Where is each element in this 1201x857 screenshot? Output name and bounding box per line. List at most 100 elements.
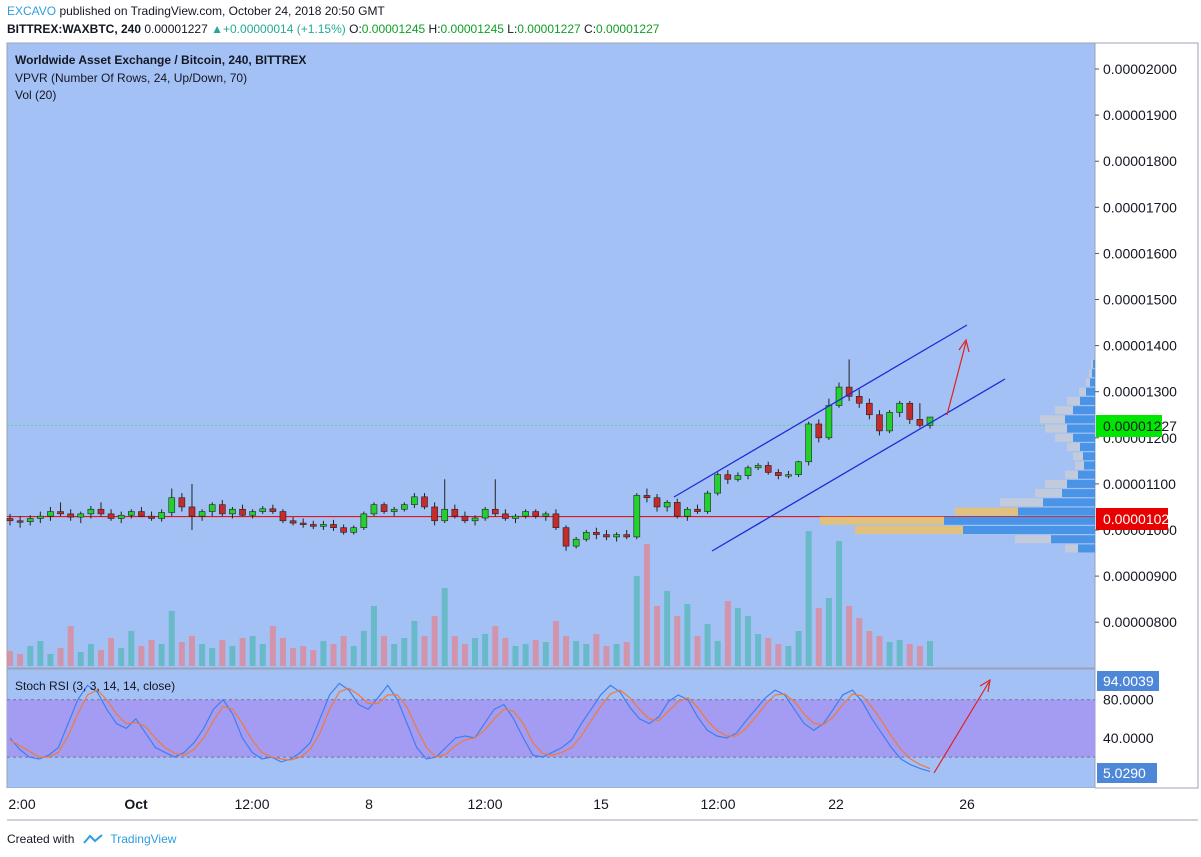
candle-body[interactable]: [320, 524, 327, 527]
candle-body[interactable]: [178, 497, 186, 508]
candle-body[interactable]: [451, 508, 459, 517]
candle-body[interactable]: [47, 511, 54, 517]
candle-body[interactable]: [279, 511, 287, 522]
candle-body[interactable]: [168, 497, 176, 513]
candle-body[interactable]: [67, 513, 74, 518]
candle-body[interactable]: [481, 508, 489, 519]
candle-body[interactable]: [229, 508, 236, 515]
rsi-projection-arrow[interactable]: [933, 678, 991, 774]
candle-body[interactable]: [269, 508, 277, 512]
candle-body[interactable]: [835, 386, 843, 406]
candle-body[interactable]: [572, 538, 580, 547]
candle-body[interactable]: [744, 467, 752, 476]
candle-body[interactable]: [421, 496, 428, 508]
candle-body[interactable]: [350, 527, 358, 533]
author-link[interactable]: EXCAVO: [7, 4, 57, 18]
candle-body[interactable]: [724, 474, 732, 480]
candle-body[interactable]: [805, 423, 812, 463]
candle-body[interactable]: [158, 512, 165, 519]
candle-body[interactable]: [309, 524, 317, 527]
candle-body[interactable]: [188, 506, 196, 517]
candle-body[interactable]: [512, 515, 519, 519]
tradingview-link[interactable]: TradingView: [110, 832, 177, 846]
candle-body[interactable]: [623, 534, 631, 538]
candle-body[interactable]: [633, 495, 641, 538]
candle-body[interactable]: [400, 504, 408, 510]
candle-body[interactable]: [471, 517, 479, 522]
candle-body[interactable]: [117, 514, 125, 519]
candle-body[interactable]: [138, 511, 145, 517]
candle-body[interactable]: [795, 461, 802, 475]
candle-body[interactable]: [593, 532, 600, 535]
candle-body[interactable]: [684, 508, 691, 517]
candle-body[interactable]: [764, 465, 772, 473]
candle-body[interactable]: [673, 502, 681, 517]
candle-body[interactable]: [714, 474, 721, 494]
candle-body[interactable]: [522, 511, 529, 517]
candle-body[interactable]: [411, 496, 418, 505]
candle-body[interactable]: [26, 518, 34, 523]
candle-body[interactable]: [37, 515, 44, 519]
candle-body[interactable]: [97, 508, 105, 515]
projection-arrow[interactable]: [946, 338, 970, 416]
candle-body[interactable]: [866, 402, 873, 416]
candle-body[interactable]: [502, 513, 509, 519]
candle-body[interactable]: [77, 513, 85, 518]
candle-body[interactable]: [249, 511, 256, 516]
candle-body[interactable]: [208, 504, 216, 512]
candle-body[interactable]: [542, 513, 550, 517]
candle-body[interactable]: [906, 402, 914, 420]
candle-body[interactable]: [663, 502, 671, 508]
candle-body[interactable]: [128, 511, 135, 516]
candle-body[interactable]: [340, 527, 347, 533]
candle-body[interactable]: [6, 518, 14, 522]
candle-body[interactable]: [16, 520, 24, 523]
candle-body[interactable]: [198, 511, 206, 517]
candle-body[interactable]: [370, 504, 378, 515]
candle-body[interactable]: [876, 414, 883, 432]
candle-body[interactable]: [775, 472, 782, 476]
candle-body[interactable]: [461, 515, 469, 522]
candle-body[interactable]: [643, 495, 651, 499]
candle-body[interactable]: [855, 396, 863, 404]
price-pane-bg[interactable]: [6, 42, 1096, 669]
candle-body[interactable]: [148, 515, 155, 519]
candle-body[interactable]: [532, 511, 540, 517]
candle-body[interactable]: [754, 465, 762, 469]
time-axis[interactable]: [7, 788, 1095, 820]
candle-body[interactable]: [825, 405, 833, 439]
candle-body[interactable]: [57, 511, 64, 515]
candle-body[interactable]: [107, 513, 115, 519]
candle-body[interactable]: [886, 412, 893, 432]
candle-body[interactable]: [390, 508, 398, 512]
candle-body[interactable]: [704, 492, 711, 512]
stoch-d-line[interactable]: [9, 687, 931, 770]
candle-body[interactable]: [582, 532, 590, 540]
candle-body[interactable]: [87, 508, 95, 515]
stoch-k-line[interactable]: [9, 682, 931, 772]
channel-lower-line[interactable]: [711, 378, 1006, 552]
candle-body[interactable]: [360, 513, 368, 528]
candle-body[interactable]: [613, 534, 620, 538]
candle-body[interactable]: [562, 527, 570, 547]
candle-body[interactable]: [441, 508, 449, 522]
candle-body[interactable]: [491, 508, 499, 515]
candle-body[interactable]: [916, 419, 924, 426]
candle-body[interactable]: [299, 522, 307, 525]
candle-body[interactable]: [330, 524, 337, 528]
candle-body[interactable]: [603, 534, 610, 538]
candle-body[interactable]: [694, 508, 701, 512]
candle-body[interactable]: [219, 504, 226, 515]
candle-body[interactable]: [815, 423, 823, 439]
candle-body[interactable]: [552, 513, 560, 528]
candle-body[interactable]: [289, 520, 297, 524]
candle-body[interactable]: [431, 506, 438, 522]
candle-body[interactable]: [785, 474, 792, 477]
candle-body[interactable]: [653, 497, 661, 508]
candle-body[interactable]: [734, 475, 742, 480]
candle-body[interactable]: [259, 508, 267, 512]
candle-body[interactable]: [239, 508, 246, 516]
candle-body[interactable]: [380, 504, 388, 512]
candle-body[interactable]: [896, 402, 903, 413]
